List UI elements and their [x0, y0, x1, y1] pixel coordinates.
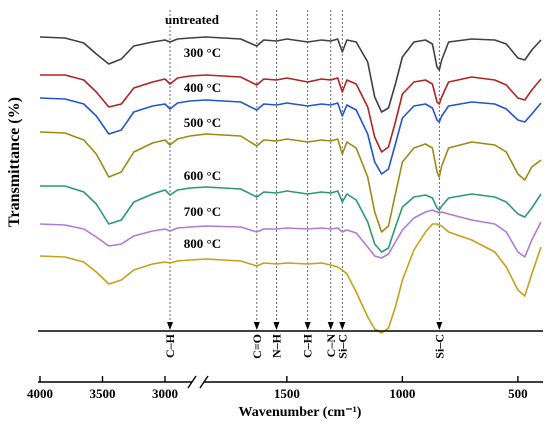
- peak-label-3: C–H: [301, 333, 315, 358]
- series-label-6: 800 °C: [184, 236, 221, 251]
- series-line-2: [39, 97, 542, 175]
- series-label-3: 500 °C: [184, 115, 221, 130]
- peak-arrow-2: [273, 322, 280, 330]
- x-tick-label-2: 3000: [152, 386, 178, 401]
- peak-label-5: Si–C: [335, 334, 349, 359]
- series-labels: untreated 300 °C 400 °C 500 °C 600 °C 700 °C 8…: [165, 12, 221, 251]
- series-label-2: 400 °C: [184, 80, 221, 95]
- x-axis-label: Wavenumber (cm⁻¹): [239, 405, 362, 420]
- axis-break-mark-1: [187, 375, 197, 389]
- peak-arrow-0: [167, 322, 173, 330]
- series-label-5: 700 °C: [184, 204, 221, 219]
- peak-arrow-3: [304, 322, 311, 330]
- peak-label-1: C=O: [250, 334, 264, 359]
- x-tick-label-5: 500: [508, 386, 528, 401]
- peak-label-6: Si–C: [432, 334, 446, 359]
- series-line-6: [39, 223, 542, 334]
- series-line-5: [39, 209, 542, 259]
- peak-arrow-4: [327, 322, 334, 330]
- peak-label-4: C–N: [324, 334, 338, 358]
- x-tick-label-1: 3500: [90, 386, 116, 401]
- peak-arrow-5: [339, 322, 346, 330]
- x-tick-label-4: 1000: [389, 386, 415, 401]
- series-label-1: 300 °C: [184, 45, 221, 60]
- x-axis: 4000 3500 3000 1500 1000 500 Wavenumber (cm⁻¹…: [27, 375, 543, 420]
- peak-label-0: C–H: [163, 333, 177, 358]
- series-line-0: [39, 36, 542, 113]
- peak-marker-lines: [167, 10, 443, 330]
- plot-area: untreated 300 °C 400 °C 500 °C 600 °C 700 °C 8…: [39, 10, 542, 334]
- series-line-1: [40, 74, 542, 153]
- series-curves: [39, 36, 542, 334]
- peak-arrow-6: [436, 322, 443, 330]
- x-ticks: 4000 3500 3000 1500 1000 500: [27, 376, 528, 401]
- axis-break-mark-2: [199, 375, 209, 389]
- series-label-0: untreated: [165, 12, 220, 27]
- series-line-3: [39, 131, 542, 233]
- series-label-4: 600 °C: [184, 168, 221, 183]
- x-tick-label-3: 1500: [274, 386, 300, 401]
- x-tick-label-0: 4000: [27, 386, 53, 401]
- y-axis-label: Transmittance (%): [6, 97, 23, 227]
- peak-label-2: N–H: [269, 333, 283, 358]
- series-line-4: [40, 185, 542, 253]
- peak-labels: C–H C=O N–H C–H C–NSi–C Si–C: [163, 333, 446, 359]
- peak-arrow-1: [253, 322, 260, 330]
